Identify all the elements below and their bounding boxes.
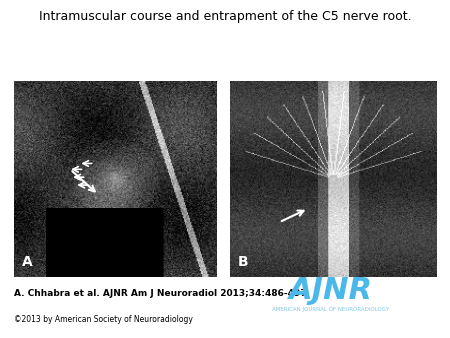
Text: Intramuscular course and entrapment of the C5 nerve root.: Intramuscular course and entrapment of t… xyxy=(39,10,411,23)
Text: A: A xyxy=(22,255,32,269)
Text: AJNR: AJNR xyxy=(289,276,373,305)
Text: A. Chhabra et al. AJNR Am J Neuroradiol 2013;34:486-497: A. Chhabra et al. AJNR Am J Neuroradiol … xyxy=(14,289,306,298)
Text: ©2013 by American Society of Neuroradiology: ©2013 by American Society of Neuroradiol… xyxy=(14,315,193,324)
Text: B: B xyxy=(238,255,248,269)
Text: AMERICAN JOURNAL OF NEURORADIOLOGY: AMERICAN JOURNAL OF NEURORADIOLOGY xyxy=(272,307,389,312)
